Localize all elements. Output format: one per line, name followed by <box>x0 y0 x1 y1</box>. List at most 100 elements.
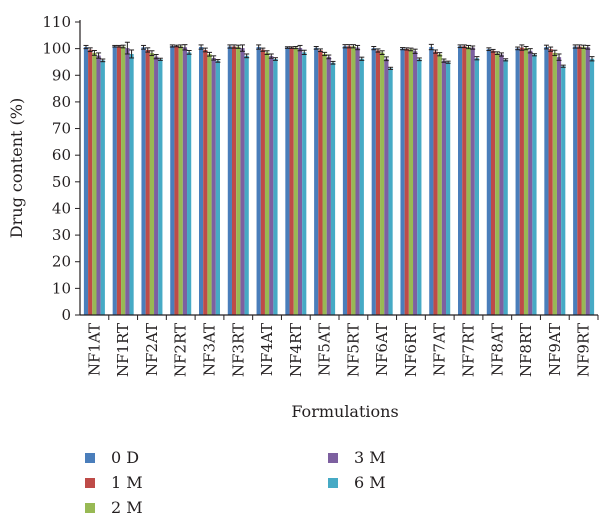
legend-swatch <box>328 453 338 463</box>
bar-nf3rt-0d <box>227 46 232 315</box>
bar-nf7at-0d <box>429 47 434 316</box>
bar-nf5rt-0d <box>342 46 348 316</box>
error-bar <box>227 44 233 49</box>
error-bar <box>235 44 241 49</box>
bar-nf6at-2m <box>380 52 385 316</box>
bar-nf4rt-2m <box>293 47 298 315</box>
legend-item-6m: 6 M <box>328 473 386 492</box>
x-tick-label: NF3AT <box>201 323 219 376</box>
bar-nf8rt-0d <box>515 48 520 316</box>
error-bar <box>178 44 184 49</box>
bar-nf8at-2m <box>495 53 500 315</box>
error-bar <box>244 53 250 59</box>
error-bar <box>87 47 93 53</box>
bar-nf4at-6m <box>273 59 278 316</box>
y-tick-label: 70 <box>52 120 71 138</box>
error-bar <box>202 47 208 53</box>
bar-nf1rt-3m <box>125 48 130 315</box>
error-bar <box>284 46 290 49</box>
error-bar <box>297 44 303 52</box>
bar-nf2rt-0d <box>170 45 175 316</box>
error-bar <box>572 44 578 49</box>
error-bar <box>556 53 562 61</box>
bar-nf5at-2m <box>322 53 327 316</box>
bar-nf1at-2m <box>92 52 97 315</box>
error-bar <box>317 48 323 53</box>
error-bar <box>379 50 385 55</box>
error-bar <box>330 60 336 65</box>
error-bar <box>268 53 274 59</box>
bar-nf6rt-0d <box>400 48 405 316</box>
bar-nf5rt-1m <box>347 46 352 316</box>
bar-nf7rt-0d <box>458 46 463 316</box>
x-tick-label: NF1AT <box>85 323 103 376</box>
error-bar <box>466 44 471 50</box>
bar-nf4rt-0d <box>285 47 290 315</box>
bar-nf5at-6m <box>330 62 336 316</box>
error-bar <box>400 47 406 51</box>
y-tick-label: 20 <box>52 253 71 271</box>
error-bar <box>289 46 295 49</box>
bar-nf9rt-0d <box>573 46 578 315</box>
bar-nf1at-6m <box>100 60 105 315</box>
bar-nf4at-3m <box>269 56 274 316</box>
x-tick-label: NF6RT <box>402 323 420 377</box>
legend-swatch <box>85 503 95 513</box>
error-bar <box>531 53 537 57</box>
bar-nf7at-3m <box>441 60 447 315</box>
bar-nf2rt-2m <box>178 46 183 316</box>
error-bar <box>371 46 377 51</box>
bar-nf2rt-3m <box>182 47 188 316</box>
bar-nf2at-0d <box>141 47 146 316</box>
error-bar <box>116 44 122 48</box>
error-bar <box>264 50 270 55</box>
bar-nf3at-2m <box>207 54 212 315</box>
error-bar <box>416 57 422 62</box>
error-bar <box>383 56 389 62</box>
bar-nf7rt-3m <box>470 47 475 315</box>
error-bar <box>301 49 307 55</box>
y-ticks: 0 10 20 30 40 50 60 70 80 90 100 110 <box>42 13 80 324</box>
error-bar <box>437 52 443 57</box>
error-bar <box>527 48 533 54</box>
x-tick-label: NF3RT <box>229 323 247 377</box>
error-bar <box>350 44 356 49</box>
error-bar <box>388 66 394 70</box>
legend-swatch <box>85 453 95 463</box>
x-tick-label: NF7AT <box>431 323 449 376</box>
error-bar <box>589 56 595 62</box>
error-bar <box>523 46 529 51</box>
x-ticks: NF1AT NF1RT NF2AT NF2RT NF3AT NF3RT NF4AT NF4RT… <box>85 315 599 377</box>
bar-nf5at-1m <box>318 50 323 315</box>
y-axis-title: Drug content (%) <box>7 98 26 238</box>
bar-nf2at-1m <box>145 49 150 316</box>
bar-nf5rt-6m <box>359 58 364 316</box>
error-bar <box>83 44 89 50</box>
error-bar <box>141 44 147 50</box>
y-tick-label: 0 <box>61 306 71 324</box>
error-bar <box>153 53 159 60</box>
legend-item-3m: 3 M <box>328 448 386 467</box>
error-bar <box>100 58 106 63</box>
error-bar <box>470 45 476 50</box>
legend-label: 6 M <box>354 473 386 492</box>
bar-nf3rt-6m <box>244 55 249 315</box>
x-tick-label: NF4AT <box>258 323 276 376</box>
bar-nf1at-1m <box>88 49 93 316</box>
legend-label: 2 M <box>111 498 143 517</box>
error-bar <box>359 56 365 61</box>
bars-layer <box>83 45 595 316</box>
error-bar <box>215 59 221 63</box>
error-bar <box>461 44 467 49</box>
error-bar <box>198 44 204 50</box>
bar-nf2at-3m <box>154 56 159 316</box>
bar-nf7at-2m <box>437 54 442 315</box>
bar-nf5rt-2m <box>351 46 356 316</box>
legend-swatch <box>328 478 338 488</box>
x-tick-label: NF9AT <box>546 323 564 376</box>
error-bar <box>548 46 554 52</box>
bar-nf9rt-1m <box>577 46 582 315</box>
x-tick-label: NF1RT <box>114 323 132 377</box>
